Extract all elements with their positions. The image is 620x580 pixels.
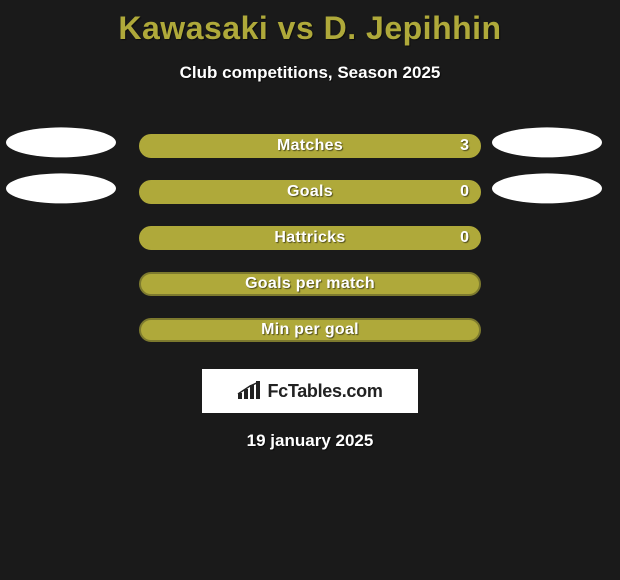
stat-row: Goals per match [0,261,620,307]
stat-label: Min per goal [261,321,359,339]
brand-text: FcTables.com [267,381,382,402]
stat-bar: Hattricks 0 [139,226,481,250]
date-label: 19 january 2025 [0,431,620,451]
stat-bar: Min per goal [139,318,481,342]
stat-value: 0 [460,229,469,247]
stat-label: Hattricks [274,229,345,247]
stat-label: Goals per match [245,275,375,293]
player-left-marker [6,127,116,157]
stat-row: Hattricks 0 [0,215,620,261]
stat-bar: Matches 3 [139,134,481,158]
stat-value: 0 [460,183,469,201]
player-left-marker [6,173,116,203]
stat-row: Min per goal [0,307,620,353]
brand-badge: FcTables.com [202,369,418,413]
page-title: Kawasaki vs D. Jepihhin [0,0,620,47]
stat-value: 3 [460,137,469,155]
stat-bar: Goals 0 [139,180,481,204]
stat-bar: Goals per match [139,272,481,296]
subtitle: Club competitions, Season 2025 [0,63,620,83]
stat-label: Goals [287,183,333,201]
stat-label: Matches [277,137,343,155]
comparison-infographic: Kawasaki vs D. Jepihhin Club competition… [0,0,620,580]
bar-chart-icon [237,381,261,401]
player-right-marker [492,127,602,157]
stats-list: Matches 3 Goals 0 Hattricks 0 Goals per match M… [0,123,620,353]
stat-row: Matches 3 [0,123,620,169]
stat-row: Goals 0 [0,169,620,215]
player-right-marker [492,173,602,203]
